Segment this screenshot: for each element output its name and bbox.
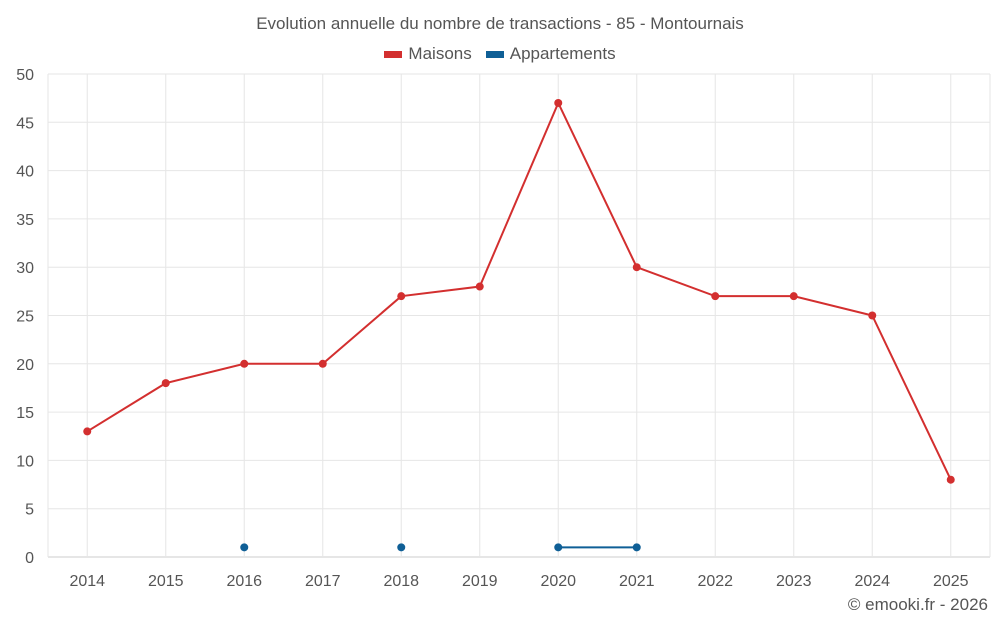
copyright-footer: © emooki.fr - 2026 <box>847 595 988 614</box>
x-tick-label-2019: 2019 <box>462 573 498 590</box>
data-point-appartements-2021 <box>632 543 641 552</box>
legend-item-maisons[interactable]: Maisons <box>384 44 472 64</box>
legend-swatch-maisons <box>384 50 403 58</box>
x-tick-label-2015: 2015 <box>148 573 184 590</box>
data-point-maisons-2025 <box>946 475 955 484</box>
data-point-appartements-2020 <box>554 543 563 552</box>
x-tick-label-2022: 2022 <box>697 573 733 590</box>
x-tick-label-2017: 2017 <box>305 573 341 590</box>
y-tick-label-5: 5 <box>25 502 34 519</box>
series-line-maisons <box>86 100 952 481</box>
data-point-maisons-2024 <box>868 311 877 320</box>
y-tick-label-15: 15 <box>16 405 34 422</box>
legend-item-appartements[interactable]: Appartements <box>485 44 616 64</box>
data-point-maisons-2023 <box>789 292 798 301</box>
legend-swatch-appartements <box>485 50 504 58</box>
data-point-maisons-2017 <box>318 359 327 368</box>
data-point-maisons-2022 <box>711 292 720 301</box>
y-tick-label-35: 35 <box>16 212 34 229</box>
y-tick-label-20: 20 <box>16 357 34 374</box>
data-point-maisons-2021 <box>632 263 641 272</box>
x-tick-label-2014: 2014 <box>69 573 105 590</box>
legend-label-maisons: Maisons <box>408 44 472 63</box>
legend-label-appartements: Appartements <box>509 44 616 63</box>
y-tick-label-45: 45 <box>16 115 34 132</box>
y-tick-label-10: 10 <box>16 453 34 470</box>
chart-title: Evolution annuelle du nombre de transact… <box>256 14 744 33</box>
x-tick-label-2020: 2020 <box>540 573 576 590</box>
data-point-maisons-2014 <box>83 427 92 436</box>
data-point-appartements-2016 <box>240 543 249 552</box>
x-tick-label-2016: 2016 <box>226 573 262 590</box>
legend: Maisons Appartements <box>0 44 1000 64</box>
data-point-maisons-2020 <box>554 98 563 107</box>
x-tick-label-2025: 2025 <box>933 573 969 590</box>
data-point-maisons-2015 <box>161 379 170 388</box>
data-point-maisons-2018 <box>397 292 406 301</box>
y-tick-label-30: 30 <box>16 260 34 277</box>
data-point-maisons-2016 <box>240 359 249 368</box>
x-tick-label-2021: 2021 <box>619 573 655 590</box>
data-point-maisons-2019 <box>475 282 484 291</box>
x-tick-label-2023: 2023 <box>776 573 812 590</box>
x-tick-label-2024: 2024 <box>854 573 890 590</box>
y-tick-label-50: 50 <box>16 67 34 84</box>
y-tick-label-25: 25 <box>16 309 34 326</box>
x-tick-label-2018: 2018 <box>383 573 419 590</box>
y-tick-label-40: 40 <box>16 164 34 181</box>
y-tick-label-0: 0 <box>25 550 34 567</box>
data-point-appartements-2018 <box>397 543 406 552</box>
